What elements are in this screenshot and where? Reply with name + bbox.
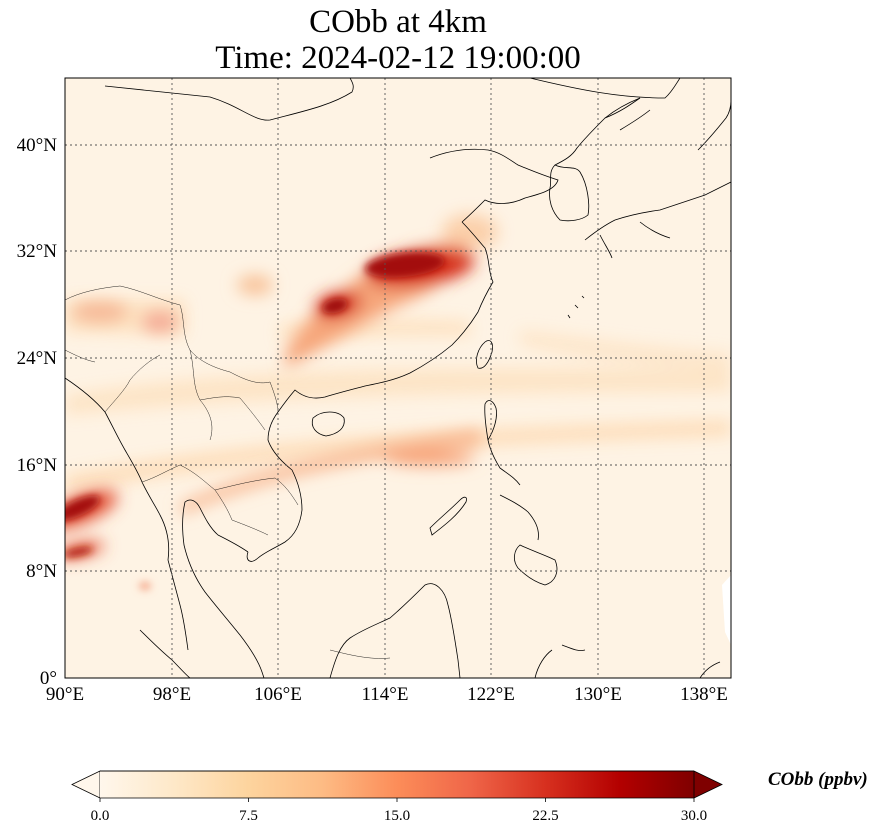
colorbar-gradient: [100, 771, 694, 798]
x-tick-label: 106°E: [254, 684, 302, 705]
x-tick-label: 98°E: [153, 684, 191, 705]
colorbar-label: CObb (ppbv): [768, 769, 868, 790]
colorbar-tick-label: 30.0: [681, 808, 707, 824]
y-tick-labels: 0° 8°N 16°N 24°N 32°N 40°N: [17, 135, 58, 689]
map-title-variable: CObb at 4km: [309, 4, 487, 40]
map-frame: [64, 77, 732, 679]
y-tick-label: 8°N: [26, 561, 57, 582]
colorbar-max-extend: [693, 770, 723, 799]
x-tick-label: 138°E: [680, 684, 728, 705]
y-tick-label: 0°: [40, 668, 57, 689]
x-tick-label: 90°E: [46, 684, 84, 705]
x-tick-label: 130°E: [574, 684, 622, 705]
colorbar-tick-label: 7.5: [239, 808, 258, 824]
y-tick-label: 16°N: [17, 455, 58, 476]
y-tick-label: 24°N: [17, 348, 58, 369]
y-tick-label: 32°N: [17, 241, 58, 262]
colorbar-tick-label: 15.0: [384, 808, 410, 824]
coastlines: [65, 78, 731, 678]
map-panel[interactable]: [38, 78, 731, 678]
country-borders: [65, 285, 391, 659]
gridlines: [65, 78, 731, 678]
x-tick-label: 122°E: [467, 684, 515, 705]
colorbar-tick-label: 0.0: [91, 808, 110, 824]
y-tick-label: 40°N: [17, 135, 58, 156]
colorbar-min-extend: [71, 770, 101, 799]
map-title-time: Time: 2024-02-12 19:00:00: [215, 40, 581, 76]
concentration-field: [65, 214, 731, 645]
colorbar: 0.0 7.5 15.0 22.5 30.0: [71, 770, 723, 824]
x-tick-label: 114°E: [362, 684, 409, 705]
x-tick-labels: 90°E 98°E 106°E 114°E 122°E 130°E 138°E: [46, 684, 728, 705]
colorbar-tick-label: 22.5: [532, 808, 558, 824]
